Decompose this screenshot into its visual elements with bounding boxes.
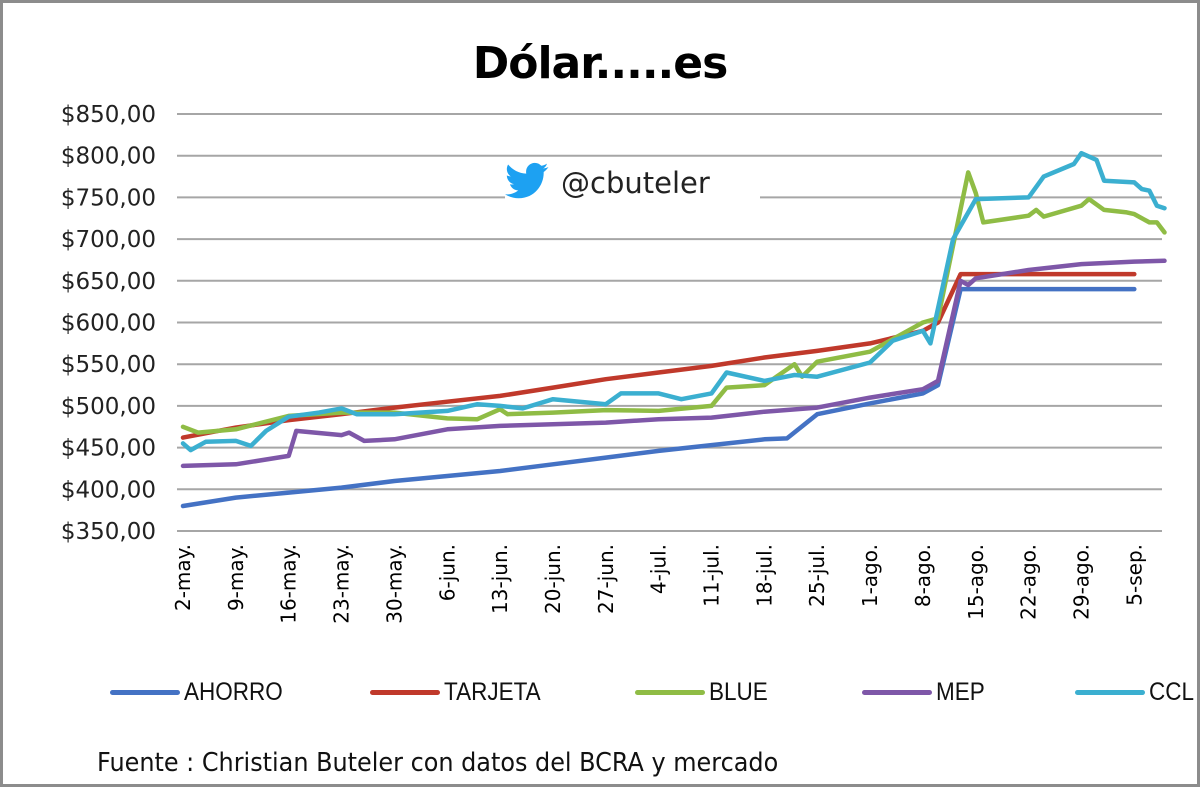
- legend-label: CCL: [1148, 678, 1194, 706]
- legend-item-tarjeta: TARJETA: [369, 678, 551, 707]
- y-tick-label: $800,00: [61, 144, 156, 170]
- x-tick-label: 22-ago.: [1017, 544, 1041, 620]
- x-tick-label: 23-may.: [330, 544, 354, 624]
- chart-legend: AHORRO TARJETA BLUE MEP CCL: [110, 678, 1194, 707]
- series-line-mep: [180, 258, 1167, 469]
- series-line-ccl: [180, 150, 1167, 453]
- series-line-blue: [180, 170, 1167, 435]
- legend-item-ahorro: AHORRO: [110, 678, 294, 707]
- y-tick-label: $600,00: [61, 311, 156, 337]
- series-lines: [180, 150, 1167, 509]
- x-tick-label: 8-ago.: [911, 544, 935, 607]
- legend-label: MEP: [936, 678, 986, 706]
- gridlines: [177, 113, 1162, 532]
- x-tick-label: 13-jun.: [488, 544, 512, 614]
- x-tick-label: 27-jun.: [594, 544, 618, 614]
- y-tick-label: $400,00: [61, 477, 156, 503]
- x-tick-label: 15-ago.: [964, 544, 988, 620]
- y-tick-label: $350,00: [61, 519, 156, 545]
- x-tick-label: 18-jul.: [752, 544, 776, 607]
- twitter-watermark: @cbuteler: [505, 160, 760, 206]
- x-tick-label: 11-jul.: [700, 544, 724, 607]
- legend-swatch-ccl: [1074, 690, 1145, 695]
- x-axis: 2-may. 9-may. 16-may. 23-may. 30-may. 6-jun. 1…: [171, 544, 1146, 624]
- x-tick-label: 29-ago.: [1069, 544, 1093, 620]
- x-tick-label: 1-ago.: [858, 544, 882, 607]
- y-tick-label: $550,00: [61, 352, 156, 378]
- x-tick-label: 5-sep.: [1122, 544, 1146, 606]
- y-tick-label: $750,00: [61, 185, 156, 211]
- y-tick-label: $450,00: [61, 436, 156, 462]
- legend-item-blue: BLUE: [635, 678, 774, 707]
- y-tick-label: $650,00: [61, 269, 156, 295]
- series-line-ahorro: [180, 286, 1137, 509]
- y-axis: $350,00 $400,00 $450,00 $500,00 $550,00 $600,…: [61, 102, 156, 545]
- legend-label: AHORRO: [184, 678, 283, 706]
- x-tick-label: 30-may.: [382, 544, 406, 624]
- legend-label: TARJETA: [443, 678, 541, 706]
- x-tick-label: 2-may.: [171, 544, 195, 611]
- x-tick-label: 6-jun.: [435, 544, 459, 601]
- y-tick-label: $850,00: [61, 102, 156, 128]
- x-tick-label: 9-may.: [224, 544, 248, 611]
- twitter-handle: @cbuteler: [561, 166, 710, 200]
- legend-swatch-blue: [635, 690, 706, 695]
- x-tick-label: 20-jun.: [541, 544, 565, 614]
- x-tick-label: 25-jul.: [805, 544, 829, 607]
- y-tick-label: $500,00: [61, 394, 156, 420]
- legend-item-mep: MEP: [862, 678, 990, 707]
- legend-swatch-ahorro: [110, 690, 180, 695]
- x-tick-label: 16-may.: [277, 544, 301, 624]
- y-tick-label: $700,00: [61, 227, 156, 253]
- source-note: Fuente : Christian Buteler con datos del…: [97, 748, 779, 778]
- legend-swatch-mep: [862, 690, 933, 695]
- x-tick-label: 4-jul.: [647, 544, 671, 594]
- twitter-bird-icon: [505, 162, 549, 205]
- chart-title: Dólar.....es: [472, 38, 729, 89]
- legend-swatch-tarjeta: [369, 690, 440, 695]
- legend-item-ccl: CCL: [1074, 678, 1199, 707]
- legend-label: BLUE: [709, 678, 768, 706]
